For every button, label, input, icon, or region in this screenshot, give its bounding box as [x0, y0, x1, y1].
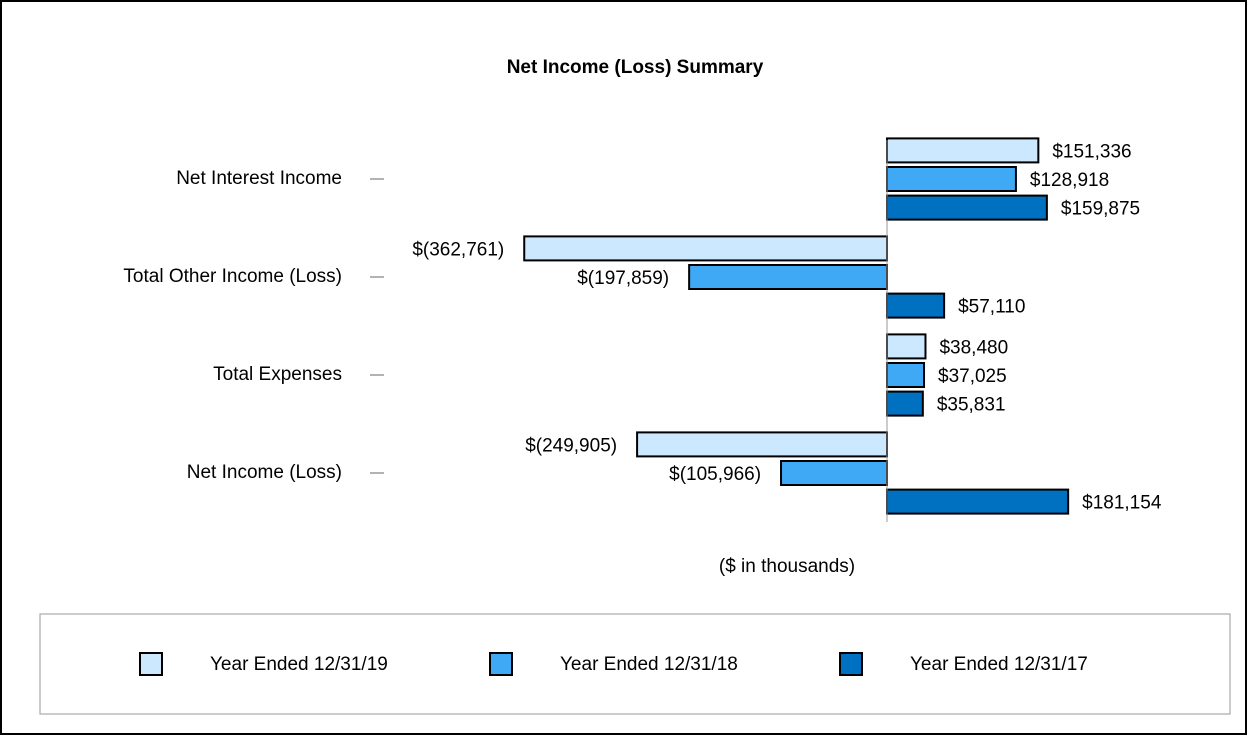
- category-label: Net Interest Income: [176, 168, 342, 189]
- value-label: $181,154: [1082, 493, 1162, 514]
- value-label: $(362,761): [412, 239, 504, 260]
- legend-swatch: [139, 652, 163, 676]
- bar: [886, 194, 1048, 221]
- bar: [886, 488, 1070, 515]
- value-label: $(249,905): [525, 435, 617, 456]
- bar: [886, 166, 1017, 192]
- value-label: $57,110: [958, 297, 1025, 318]
- value-label: $(197,859): [577, 268, 669, 289]
- bar: [886, 137, 1040, 164]
- bar: [886, 362, 926, 388]
- legend-swatch: [489, 652, 513, 676]
- bar: [523, 235, 888, 262]
- bar: [688, 264, 888, 290]
- value-label: $128,918: [1030, 170, 1109, 191]
- bar: [636, 431, 888, 458]
- bar: [886, 333, 927, 360]
- legend-swatch: [839, 652, 863, 676]
- category-label: Total Other Income (Loss): [123, 266, 342, 287]
- legend-box: [39, 613, 1231, 715]
- value-label: $(105,966): [669, 464, 761, 485]
- value-label: $35,831: [937, 395, 1006, 416]
- value-label: $159,875: [1061, 199, 1140, 220]
- legend-label: Year Ended 12/31/17: [910, 654, 1088, 675]
- value-label: $38,480: [939, 337, 1008, 358]
- bar: [780, 460, 888, 486]
- value-label: $37,025: [938, 366, 1007, 387]
- value-label: $151,336: [1052, 141, 1131, 162]
- bar: [886, 292, 946, 319]
- category-label: Total Expenses: [213, 364, 342, 385]
- x-axis-label: ($ in thousands): [719, 556, 855, 577]
- category-label: Net Income (Loss): [187, 462, 342, 483]
- chart-title: Net Income (Loss) Summary: [507, 57, 764, 78]
- legend-label: Year Ended 12/31/18: [560, 654, 738, 675]
- legend-label: Year Ended 12/31/19: [210, 654, 388, 675]
- bar: [886, 390, 924, 417]
